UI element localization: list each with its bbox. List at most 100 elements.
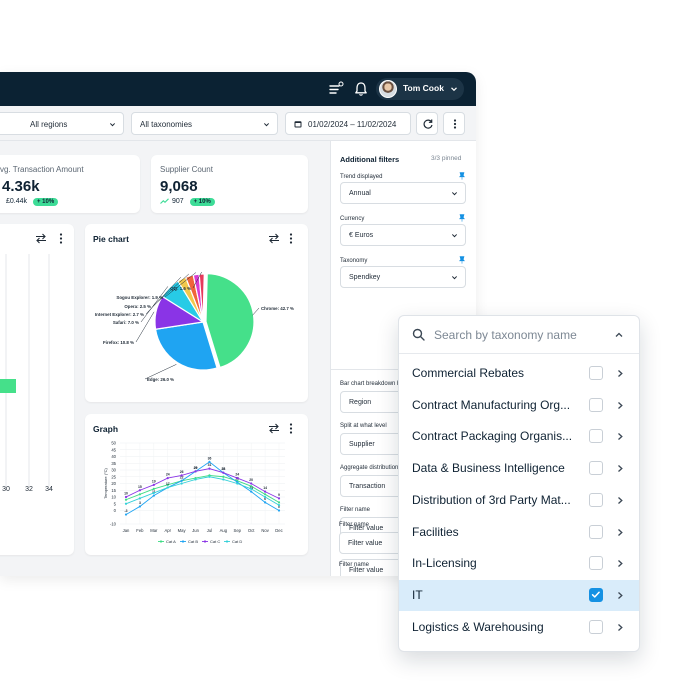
taxonomy-option[interactable]: Commercial Rebates (399, 358, 639, 389)
taxonomy-checkbox[interactable] (589, 429, 603, 444)
chevron-right-icon[interactable] (616, 559, 624, 568)
graph-data-point[interactable] (124, 502, 128, 505)
taxonomy-checkbox[interactable] (589, 524, 603, 539)
pin-icon[interactable] (459, 214, 465, 222)
graph-data-point[interactable] (180, 474, 183, 477)
taxonomy-checkbox[interactable] (589, 366, 603, 380)
graph-data-point[interactable] (138, 497, 142, 500)
graph-data-point[interactable] (138, 493, 142, 496)
graph-data-point[interactable] (138, 489, 142, 492)
taxonomy-checkbox[interactable] (589, 556, 603, 571)
bell-icon[interactable] (352, 80, 370, 98)
taxonomy-checkbox[interactable] (589, 461, 603, 476)
more-vertical-icon[interactable] (59, 233, 63, 244)
more-options-button[interactable] (443, 112, 465, 135)
date-range-picker[interactable]: 01/02/2024 – 11/02/2024 (285, 112, 411, 135)
graph-data-point[interactable] (180, 479, 183, 482)
graph-data-point[interactable] (250, 482, 253, 485)
chevron-down-icon (109, 123, 116, 127)
graph-data-point[interactable] (152, 487, 155, 490)
graph-data-point[interactable] (222, 475, 225, 478)
chevron-right-icon[interactable] (616, 591, 624, 600)
swap-icon[interactable] (268, 423, 280, 434)
taxonomy-option[interactable]: IT (399, 579, 639, 611)
graph-data-point[interactable] (263, 493, 267, 496)
taxonomy-option[interactable]: Distribution of 3rd Party Mat... (399, 485, 639, 516)
pie-slice-label: Sogou Explorer: 1.9 % (116, 295, 163, 300)
chevron-right-icon[interactable] (616, 369, 624, 378)
graph-data-point[interactable] (166, 477, 169, 480)
chevron-right-icon[interactable] (616, 496, 624, 505)
graph-data-point[interactable] (250, 487, 253, 490)
graph-data-point[interactable] (194, 470, 197, 473)
graph-data-point[interactable] (208, 475, 211, 478)
taxonomy-option[interactable]: Data & Business Intelligence (399, 453, 639, 484)
graph-data-point[interactable] (277, 509, 281, 512)
graph-data-point[interactable] (194, 478, 197, 481)
graph-data-point[interactable] (250, 490, 253, 493)
filter-label: Trend displayed (340, 174, 383, 180)
chevron-right-icon[interactable] (616, 623, 624, 632)
graph-data-point[interactable] (263, 490, 267, 493)
graph-data-point[interactable] (277, 497, 281, 500)
taxonomies-select-label: All taxonomies (140, 120, 193, 129)
graph-data-point[interactable] (124, 498, 128, 501)
graph-data-point[interactable] (152, 491, 155, 495)
graph-y-tick: 15 (111, 488, 116, 493)
currency-select[interactable]: € Euros (340, 224, 466, 246)
select-value: € Euros (349, 232, 374, 239)
graph-data-point[interactable] (236, 477, 239, 480)
graph-data-point[interactable] (124, 495, 128, 499)
taxonomy-search-input[interactable] (434, 325, 609, 345)
refresh-button[interactable] (416, 112, 438, 135)
more-vertical-icon[interactable] (289, 423, 293, 434)
graph-data-point[interactable] (138, 505, 142, 508)
taxonomy-select[interactable]: Spendkey (340, 266, 466, 288)
graph-x-tick: May (178, 528, 187, 533)
graph-data-point[interactable] (166, 486, 169, 489)
graph-data-point[interactable] (124, 513, 128, 516)
graph-data-point[interactable] (263, 495, 267, 499)
notification-list-icon[interactable] (327, 80, 345, 98)
trend-displayed-select[interactable]: Annual (340, 182, 466, 204)
pie-slice[interactable] (198, 273, 205, 323)
graph-data-point[interactable] (222, 478, 225, 481)
more-vertical-icon[interactable] (289, 233, 293, 244)
regions-select[interactable]: All regions (0, 112, 124, 135)
graph-data-point[interactable] (222, 471, 225, 474)
taxonomy-checkbox[interactable] (589, 492, 603, 507)
taxonomies-select[interactable]: All taxonomies (131, 112, 278, 135)
graph-data-point[interactable] (152, 494, 155, 497)
graph-data-point[interactable] (208, 460, 211, 463)
taxonomy-option-label: Contract Packaging Organis... (412, 429, 573, 444)
graph-data-point[interactable] (166, 483, 169, 486)
chevron-up-icon[interactable] (614, 330, 624, 340)
pin-icon[interactable] (459, 256, 465, 264)
graph-data-point[interactable] (208, 467, 211, 470)
graph-data-point[interactable] (277, 501, 281, 504)
taxonomy-checkbox[interactable] (589, 587, 603, 602)
pin-icon[interactable] (459, 172, 465, 180)
taxonomy-option[interactable]: In-Licensing (399, 548, 639, 579)
chevron-right-icon[interactable] (616, 528, 624, 537)
chevron-right-icon[interactable] (616, 432, 624, 441)
taxonomy-checkbox[interactable] (589, 619, 603, 634)
graph-data-point[interactable] (152, 483, 155, 486)
chevron-right-icon[interactable] (616, 401, 624, 410)
pie-slice[interactable] (205, 272, 255, 369)
swap-icon[interactable] (35, 233, 47, 244)
taxonomy-option[interactable]: Contract Manufacturing Org... (399, 390, 639, 421)
graph-data-point[interactable] (236, 482, 239, 485)
user-menu[interactable]: Tom Cook (376, 78, 464, 100)
chevron-right-icon[interactable] (616, 464, 624, 473)
taxonomy-option[interactable]: Logistics & Warehousing (399, 612, 639, 643)
pie-slice[interactable] (154, 321, 218, 371)
graph-data-point[interactable] (180, 482, 183, 485)
swap-icon[interactable] (268, 233, 280, 244)
taxonomy-checkbox[interactable] (589, 397, 603, 412)
graph-data-point[interactable] (250, 485, 253, 488)
graph-data-point[interactable] (263, 501, 267, 504)
graph-data-point[interactable] (277, 504, 281, 507)
taxonomy-option[interactable]: Contract Packaging Organis... (399, 421, 639, 452)
taxonomy-option[interactable]: Facilities (399, 517, 639, 548)
